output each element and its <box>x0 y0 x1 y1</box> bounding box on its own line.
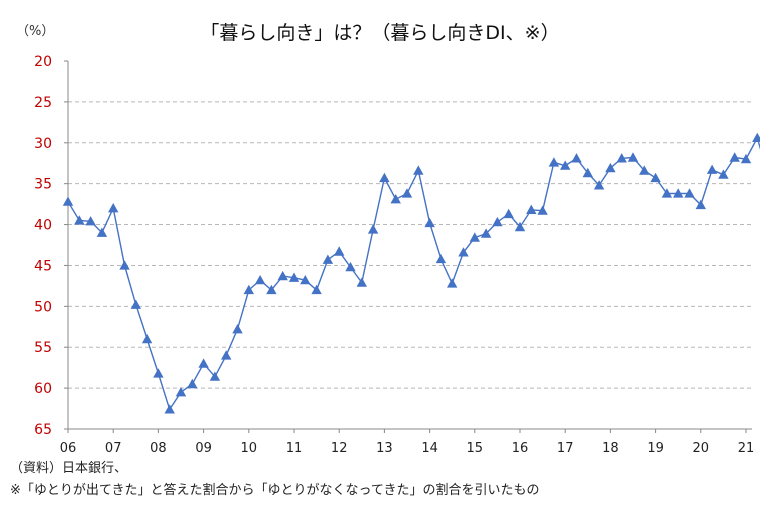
footnotes: （資料）日本銀行、 ※「ゆとりが出てきた」と答えた割合から「ゆとりがなくなってき… <box>10 458 539 502</box>
data-point <box>322 254 334 264</box>
x-axis-ticks: 06 07 08 09 10 11 12 13 14 15 16 17 18 19 20 21 <box>60 441 755 456</box>
data-point <box>209 371 221 381</box>
source-note: （資料）日本銀行、 <box>10 461 128 476</box>
data-point <box>695 199 706 210</box>
data-point <box>706 164 718 174</box>
x-tick-label: 16 <box>512 441 529 456</box>
x-tick-label: 13 <box>376 441 393 456</box>
x-tick-label: 08 <box>150 441 167 456</box>
data-point <box>582 167 593 178</box>
data-point <box>221 350 232 360</box>
data-point <box>661 188 673 198</box>
data-point <box>187 378 198 389</box>
data-point <box>526 204 537 214</box>
data-point <box>616 153 627 163</box>
y-tick-label: 20 <box>34 54 52 70</box>
y-tick-label: 60 <box>34 381 52 397</box>
data-point <box>480 228 492 238</box>
y-tick-label: 45 <box>34 258 52 274</box>
data-point <box>379 172 390 183</box>
x-tick-label: 20 <box>693 441 710 456</box>
y-tick-label: 30 <box>34 136 52 152</box>
data-point <box>627 152 639 162</box>
chart-title: 「暮らし向き」は？（暮らし向きDI、※） <box>200 22 560 44</box>
data-point <box>141 333 153 344</box>
x-tick-label: 18 <box>602 441 619 456</box>
x-tick-label: 11 <box>286 441 303 456</box>
data-point <box>605 162 616 173</box>
data-point <box>164 404 175 414</box>
data-point <box>266 284 277 295</box>
data-point <box>503 208 514 219</box>
y-tick-label: 40 <box>34 218 52 234</box>
data-point <box>729 152 740 162</box>
data-point <box>130 299 141 309</box>
data-point <box>85 216 96 226</box>
data-point <box>424 217 435 228</box>
x-tick-label: 15 <box>467 441 484 456</box>
data-point <box>514 221 526 232</box>
data-point <box>560 160 571 170</box>
data-point <box>593 180 605 190</box>
x-tick-label: 17 <box>557 441 574 456</box>
data-point <box>243 284 254 295</box>
data-point <box>401 188 413 198</box>
data-point <box>232 324 243 334</box>
data-point <box>492 216 503 227</box>
data-point <box>96 227 108 237</box>
y-tick-label: 65 <box>34 422 52 438</box>
data-point <box>548 157 560 167</box>
data-point <box>277 270 288 281</box>
data-point <box>413 165 424 175</box>
data-point <box>74 215 85 225</box>
y-tick-label: 35 <box>34 177 52 193</box>
data-point <box>458 247 469 257</box>
data-point <box>390 194 401 204</box>
axes <box>64 60 752 433</box>
data-point <box>435 253 447 264</box>
data-point <box>537 205 548 215</box>
y-axis-unit-label: （%） <box>16 24 55 39</box>
y-tick-label: 25 <box>34 95 52 111</box>
data-point <box>367 224 379 234</box>
data-point <box>752 132 760 142</box>
definition-note: ※「ゆとりが出てきた」と答えた割合から「ゆとりがなくなってきた」の割合を引いたも… <box>10 483 540 498</box>
y-tick-label: 55 <box>34 340 52 356</box>
data-point <box>62 196 74 206</box>
data-point <box>650 172 661 183</box>
x-tick-label: 12 <box>331 441 348 456</box>
data-point <box>447 278 458 288</box>
x-tick-label: 10 <box>241 441 258 456</box>
x-tick-label: 09 <box>195 441 212 456</box>
gridlines <box>68 101 752 389</box>
data-point <box>288 272 300 282</box>
data-point <box>300 275 311 285</box>
y-axis-ticks: 20 25 30 35 40 45 50 55 60 65 <box>34 54 52 438</box>
x-tick-label: 06 <box>60 441 77 456</box>
data-point <box>175 387 187 397</box>
data-point <box>334 246 345 256</box>
data-point <box>108 203 119 213</box>
data-point <box>345 261 356 272</box>
data-point <box>153 368 164 378</box>
data-point <box>639 165 650 175</box>
data-point <box>356 277 367 287</box>
data-point <box>198 358 209 368</box>
data-point <box>254 275 266 285</box>
y-tick-label: 50 <box>34 299 52 315</box>
data-point <box>718 169 729 179</box>
data-series <box>62 132 760 414</box>
x-tick-label: 19 <box>647 441 664 456</box>
data-point <box>119 260 130 270</box>
data-point <box>571 153 582 163</box>
x-tick-label: 14 <box>421 441 438 456</box>
x-tick-label: 21 <box>738 441 755 456</box>
data-point <box>684 188 695 198</box>
data-point <box>673 188 684 198</box>
data-point <box>740 153 752 164</box>
data-point <box>469 232 480 242</box>
data-point <box>311 284 322 295</box>
x-tick-label: 07 <box>105 441 122 456</box>
